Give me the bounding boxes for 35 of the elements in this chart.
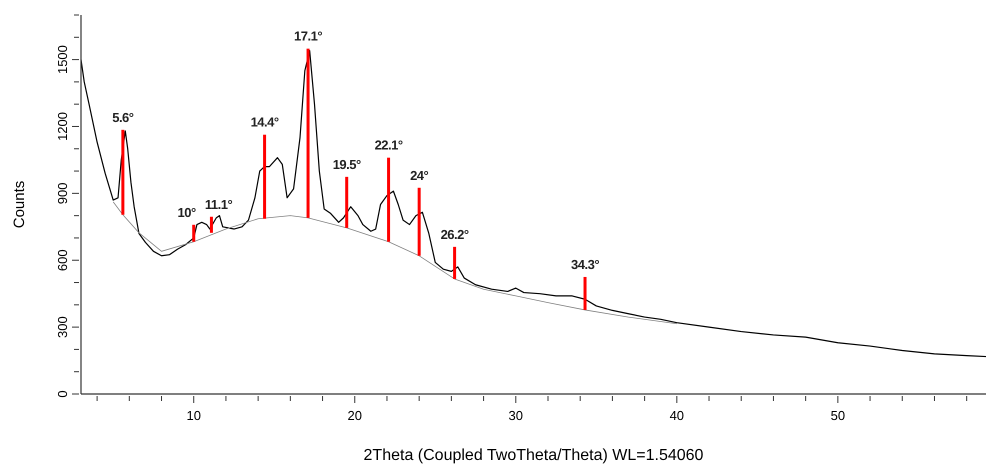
annotation: 5.6° [112, 110, 134, 125]
y-tick-label: 1500 [55, 45, 70, 74]
bar [210, 216, 213, 233]
bar [387, 158, 390, 242]
x-tick-label: 40 [670, 408, 684, 423]
bar [453, 246, 456, 279]
line-series [112, 201, 678, 324]
bar [192, 224, 196, 242]
annotation: 14.4° [250, 114, 279, 130]
annotation: 26.2° [440, 226, 469, 242]
x-tick-label: 20 [348, 408, 362, 423]
annotation: 22.1° [374, 138, 403, 153]
bar [263, 134, 266, 219]
bar [306, 48, 310, 218]
x-tick-label: 10 [186, 408, 201, 423]
y-tick-label: 600 [55, 249, 70, 272]
bar [121, 130, 124, 215]
annotation: 10° [177, 204, 196, 220]
line-series [80, 50, 986, 358]
x-tick-label: 30 [508, 408, 524, 423]
annotation: 34.3° [571, 256, 600, 272]
x-tick-label: 50 [830, 408, 846, 423]
bar [345, 176, 348, 228]
y-tick-label: 900 [55, 182, 70, 204]
y-tick-label: 300 [55, 316, 70, 338]
y-tick-label: 0 [55, 390, 70, 398]
annotation: 19.5° [332, 156, 361, 172]
annotation: 11.1° [204, 196, 233, 212]
annotation: 17.1° [294, 28, 322, 44]
annotation: 24° [410, 168, 429, 183]
bar [418, 188, 421, 256]
y-tick-label: 1200 [55, 112, 70, 141]
bar [584, 276, 587, 310]
y-axis-title: Counts [11, 180, 28, 228]
x-axis-title: 2Theta (Coupled TwoTheta/Theta) WL=1.54060 [364, 447, 704, 464]
